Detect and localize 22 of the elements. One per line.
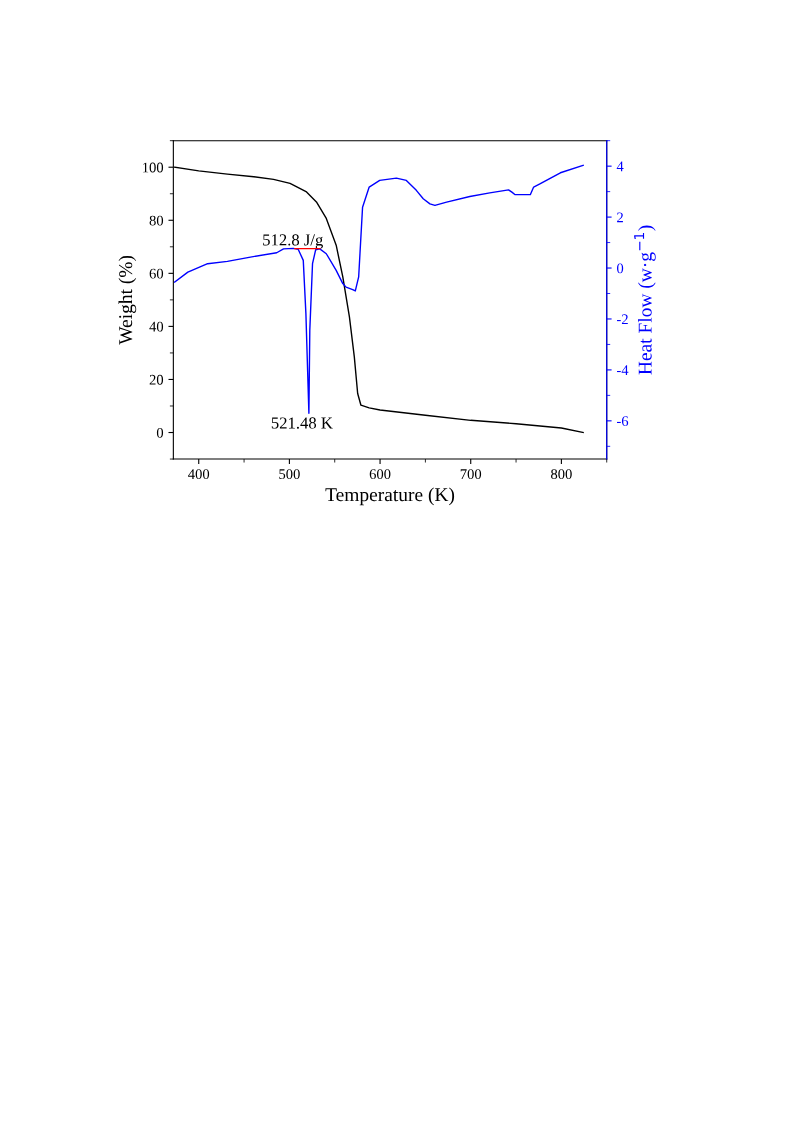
y-tick-label: 40	[149, 321, 164, 332]
y2-tick-label: 2	[617, 212, 623, 223]
annotation: 512.8 J/g	[263, 234, 323, 249]
y-axis-title: Weight (%)	[118, 255, 137, 345]
y-tick-label: 60	[149, 268, 164, 279]
y2-tick-label: -2	[616, 314, 628, 325]
y2-tick-label: 4	[616, 161, 624, 172]
y-tick-label: 80	[149, 215, 164, 226]
y2-tick-label: 0	[617, 263, 624, 274]
annotation: 521.48 K	[271, 417, 333, 429]
y2-tick-label: -6	[616, 416, 629, 427]
y-tick-label: 0	[156, 427, 164, 438]
y-tick-label: 100	[143, 162, 164, 173]
x-tick-label: 600	[369, 469, 391, 480]
x-tick-label: 400	[188, 469, 210, 480]
y2-tick-label: -4	[616, 365, 629, 375]
y-tick-label: 20	[149, 374, 164, 385]
x-tick-label: 500	[279, 469, 300, 480]
x-tick-label: 800	[551, 469, 572, 480]
x-tick-label: 700	[460, 469, 482, 480]
x-axis-title: Temperature (K)	[325, 487, 455, 506]
y2-axis-title: Heat Flow (w·g$^{−1}$)	[634, 225, 656, 375]
